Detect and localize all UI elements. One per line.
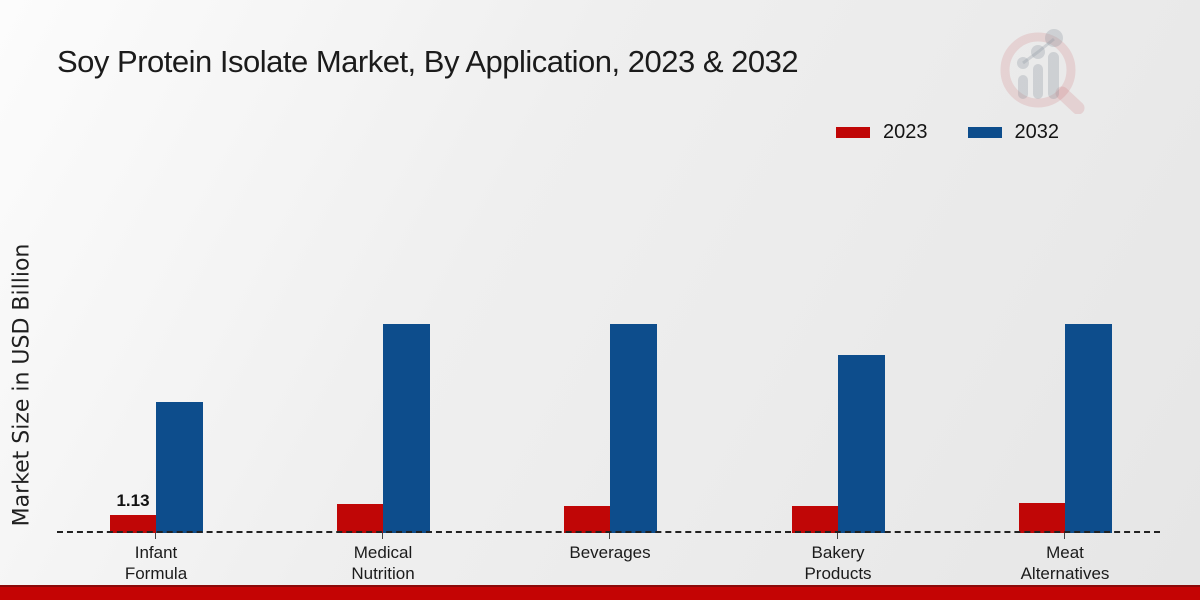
legend-swatch-2023 <box>836 127 870 138</box>
chart-title: Soy Protein Isolate Market, By Applicati… <box>57 44 799 79</box>
legend-label-2032: 2032 <box>1014 121 1060 143</box>
bar-2032-beverages <box>610 324 657 533</box>
bar-group-medical-nutrition: Medical Nutrition <box>303 0 463 583</box>
x-axis-label-bakery-products: Bakery Products <box>804 543 872 583</box>
bar-group-meat-alternatives: Meat Alternatives <box>985 0 1145 583</box>
bar-2023-infant-formula <box>110 515 156 533</box>
x-axis-baseline <box>57 531 1160 533</box>
bar-group-infant-formula: 1.13 Infant Formula <box>76 0 236 583</box>
bar-2023-medical-nutrition <box>337 504 383 533</box>
bar-2023-beverages <box>564 505 610 533</box>
legend-label-2023: 2023 <box>883 121 928 143</box>
bar-2032-meat-alternatives <box>1065 324 1112 533</box>
bar-group-beverages: Beverages <box>530 0 690 562</box>
bar-2023-bakery-products <box>792 505 838 533</box>
footer-red-band <box>0 585 1200 600</box>
legend-item-2032: 2032 <box>967 121 1060 144</box>
x-axis-label-medical-nutrition: Medical Nutrition <box>351 543 415 583</box>
x-axis-label-beverages: Beverages <box>569 543 651 562</box>
x-axis-tick <box>837 533 838 539</box>
x-axis-tick <box>155 533 156 539</box>
x-axis-tick <box>1064 533 1065 539</box>
x-axis-tick <box>382 533 383 539</box>
legend: 2023 2032 <box>836 121 1059 144</box>
bar-2032-infant-formula <box>156 402 203 533</box>
bar-2032-bakery-products <box>838 354 885 533</box>
plot-area: 1.13 Infant Formula Medical Nutrition Be… <box>57 0 1160 583</box>
bar-group-bakery-products: Bakery Products <box>758 0 918 583</box>
bar-value-label: 1.13 <box>116 491 150 510</box>
x-axis-label-infant-formula: Infant Formula <box>124 543 188 583</box>
legend-swatch-2032 <box>967 127 1002 138</box>
x-axis-label-meat-alternatives: Meat Alternatives <box>1020 543 1110 583</box>
legend-item-2023: 2023 <box>836 121 928 144</box>
x-axis-tick <box>609 533 610 539</box>
bar-2023-meat-alternatives <box>1019 502 1065 533</box>
bar-2032-medical-nutrition <box>383 324 430 533</box>
brand-watermark-logo-icon <box>1000 29 1085 114</box>
